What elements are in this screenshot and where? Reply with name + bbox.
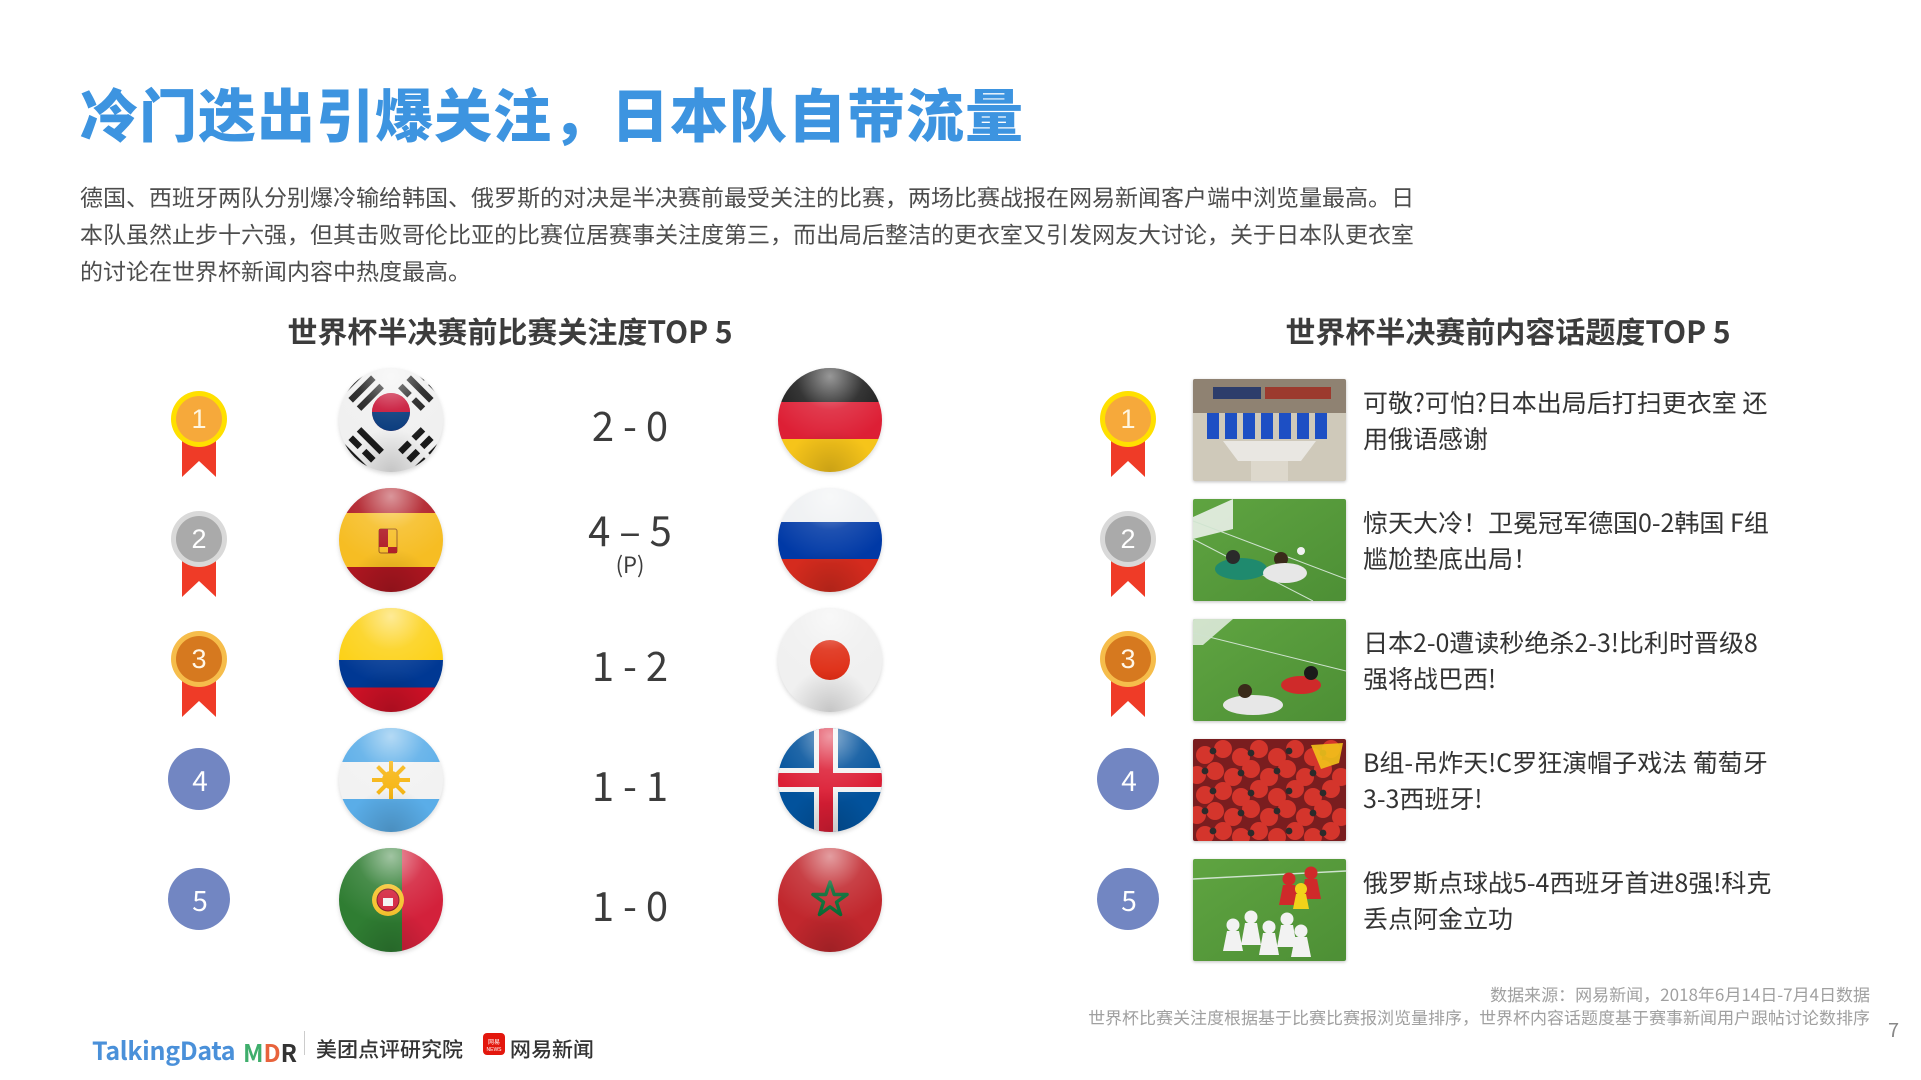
svg-text:网易: 网易 bbox=[488, 1039, 500, 1046]
svg-text:NEWS: NEWS bbox=[487, 1047, 503, 1053]
